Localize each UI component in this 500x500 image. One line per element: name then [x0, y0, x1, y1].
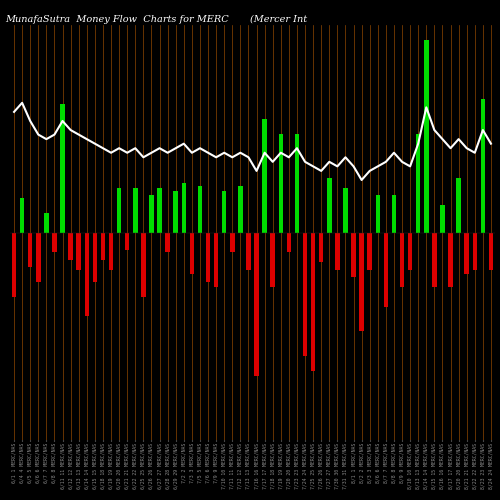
- Bar: [456, 178, 461, 233]
- Bar: [432, 232, 436, 287]
- Bar: [262, 119, 267, 232]
- Bar: [190, 232, 194, 274]
- Bar: [182, 183, 186, 232]
- Bar: [92, 232, 97, 282]
- Bar: [448, 232, 453, 287]
- Bar: [12, 232, 16, 296]
- Bar: [480, 99, 485, 232]
- Bar: [206, 232, 210, 282]
- Bar: [254, 232, 259, 376]
- Bar: [392, 196, 396, 232]
- Bar: [125, 232, 130, 250]
- Bar: [278, 134, 283, 232]
- Bar: [68, 232, 73, 260]
- Bar: [158, 188, 162, 232]
- Bar: [294, 134, 299, 232]
- Bar: [488, 232, 493, 270]
- Bar: [311, 232, 316, 371]
- Bar: [352, 232, 356, 277]
- Bar: [141, 232, 146, 296]
- Bar: [149, 196, 154, 232]
- Bar: [384, 232, 388, 306]
- Bar: [174, 190, 178, 232]
- Bar: [117, 188, 121, 232]
- Bar: [52, 232, 56, 252]
- Bar: [440, 206, 444, 233]
- Bar: [376, 196, 380, 232]
- Bar: [303, 232, 308, 356]
- Bar: [360, 232, 364, 332]
- Bar: [166, 232, 170, 252]
- Bar: [84, 232, 89, 316]
- Bar: [222, 190, 226, 232]
- Bar: [464, 232, 469, 274]
- Bar: [238, 186, 242, 232]
- Bar: [133, 188, 138, 232]
- Bar: [76, 232, 81, 270]
- Bar: [408, 232, 412, 270]
- Bar: [44, 212, 48, 233]
- Bar: [198, 186, 202, 232]
- Bar: [214, 232, 218, 287]
- Bar: [335, 232, 340, 270]
- Bar: [400, 232, 404, 287]
- Bar: [246, 232, 250, 270]
- Bar: [28, 232, 32, 267]
- Bar: [100, 232, 105, 260]
- Bar: [416, 134, 420, 232]
- Bar: [327, 178, 332, 233]
- Text: (Mercer Int: (Mercer Int: [250, 15, 307, 24]
- Bar: [20, 198, 24, 232]
- Bar: [424, 40, 428, 232]
- Bar: [60, 104, 65, 232]
- Bar: [109, 232, 114, 270]
- Bar: [230, 232, 234, 252]
- Bar: [36, 232, 40, 282]
- Bar: [270, 232, 275, 287]
- Text: MunafaSutra  Money Flow  Charts for MERC: MunafaSutra Money Flow Charts for MERC: [5, 15, 229, 24]
- Bar: [319, 232, 324, 262]
- Bar: [472, 232, 477, 270]
- Bar: [368, 232, 372, 270]
- Bar: [286, 232, 291, 252]
- Bar: [343, 188, 347, 232]
